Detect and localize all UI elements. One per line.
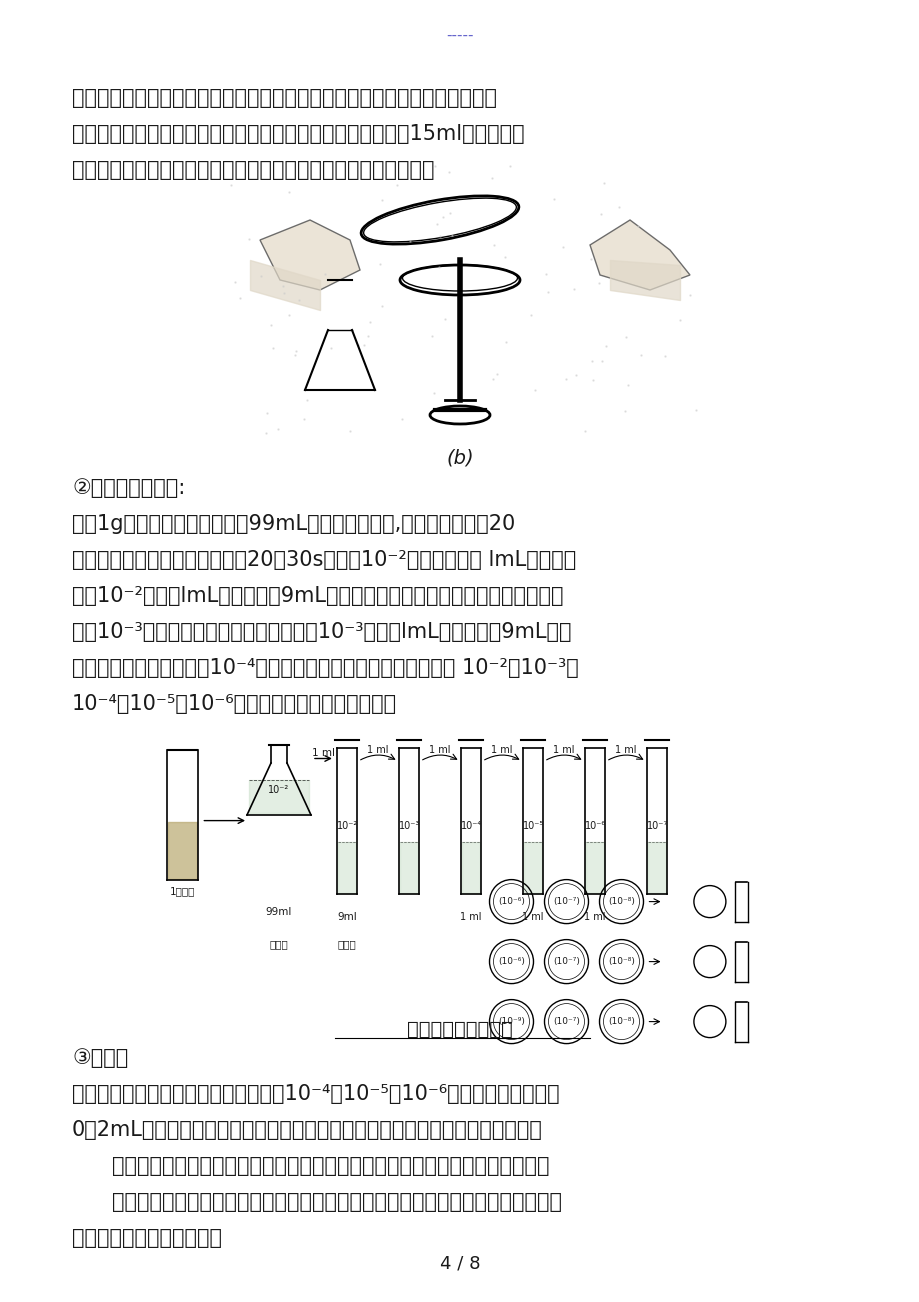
Text: （如下图），每个稀释度用一个灭菌涂布棒；更换稀释度时需将涂布棒灼烧灭菌。: （如下图），每个稀释度用一个灭菌涂布棒；更换稀释度时需将涂布棒灼烧灭菌。 [112,1193,562,1212]
Text: (10⁻⁷): (10⁻⁷) [552,897,579,906]
Text: 10⁻³: 10⁻³ [398,820,419,831]
Text: (10⁻⁸): (10⁻⁸) [607,1017,634,1026]
Text: (10⁻⁹): (10⁻⁹) [497,1017,525,1026]
Text: 99ml: 99ml [266,907,292,917]
Text: 10⁻⁶: 10⁻⁶ [584,820,606,831]
Text: 0．2mL对号接种在不同稀释程度编号的琼脂平板上（牛肉膏蛋白胨培养基每个编: 0．2mL对号接种在不同稀释程度编号的琼脂平板上（牛肉膏蛋白胨培养基每个编 [72,1120,542,1141]
Text: 1 ml: 1 ml [584,913,606,922]
Text: 1克土样: 1克土样 [170,885,196,896]
Text: 无菌水: 无菌水 [269,940,288,949]
Text: 10⁻²: 10⁻² [336,820,357,831]
Text: (10⁻⁸): (10⁻⁸) [607,897,634,906]
Text: 水的试管中，振荡，即成10⁻⁴稀释液；以此类推，连续稀释，制成 10⁻²、10⁻³、: 水的试管中，振荡，即成10⁻⁴稀释液；以此类推，连续稀释，制成 10⁻²、10⁻… [72,658,578,678]
Text: 无菌水: 无菌水 [337,940,357,949]
Text: 10⁻⁴: 10⁻⁴ [460,820,482,831]
Text: 1 ml: 1 ml [429,745,450,755]
Text: 轻摇动培养皿是培养基铺平培养皿底部，然后平置于桌面上冷凝。: 轻摇动培养皿是培养基铺平培养皿底部，然后平置于桌面上冷凝。 [72,160,434,180]
Text: 1 ml: 1 ml [491,745,513,755]
Text: ②制备土壤稀释液:: ②制备土壤稀释液: [72,478,185,497]
Text: 10⁻⁴、10⁻⁵、10⁻⁶等一系列稀释菌液（如下图）: 10⁻⁴、10⁻⁵、10⁻⁶等一系列稀释菌液（如下图） [72,694,397,713]
Text: (10⁻⁶): (10⁻⁶) [497,897,525,906]
Text: 10⁻⁷: 10⁻⁷ [646,820,667,831]
Text: 即成10⁻³稀释液；再换一支无菌吸头吸取10⁻³稀释液lmL，移入装有9mL无菌: 即成10⁻³稀释液；再换一支无菌吸头吸取10⁻³稀释液lmL，移入装有9mL无菌 [72,622,571,642]
Text: 将培养基平板编号，然后用移液枪吸取10⁻⁴、10⁻⁵、10⁻⁶等一系列稀释菌液各: 将培养基平板编号，然后用移液枪吸取10⁻⁴、10⁻⁵、10⁻⁶等一系列稀释菌液各 [72,1085,559,1104]
Text: ③涂布：: ③涂布： [72,1048,128,1068]
Text: (10⁻⁷): (10⁻⁷) [552,1017,579,1026]
Text: 9ml: 9ml [337,913,357,922]
Text: 10⁻⁵: 10⁻⁵ [522,820,543,831]
Polygon shape [589,220,689,290]
Polygon shape [260,220,359,290]
Text: (b): (b) [446,448,473,467]
Text: 号设三个重复，查氏、高氏各一个）。再用无菌涂布棒将菌液在平板上涂布均匀: 号设三个重复，查氏、高氏各一个）。再用无菌涂布棒将菌液在平板上涂布均匀 [112,1156,549,1176]
Text: 称取1g花园土，无菌操作倒入99mL无菌生理盐水中,在震荡器中振荡20: 称取1g花园土，无菌操作倒入99mL无菌生理盐水中,在震荡器中振荡20 [72,514,515,534]
Text: 1 ml: 1 ml [460,913,482,922]
Text: (10⁻⁸): (10⁻⁸) [607,957,634,966]
Text: (10⁻⁶): (10⁻⁶) [497,957,525,966]
Text: 1 ml: 1 ml [367,745,389,755]
Text: 手持培养皿并将皿盖在火焰旁打开一条缝，迅速倒入培养基约15ml，加盖后轻: 手持培养皿并将皿盖在火焰旁打开一条缝，迅速倒入培养基约15ml，加盖后轻 [72,124,524,145]
Text: 无氮培养基接种用点液法。: 无氮培养基接种用点液法。 [72,1228,221,1249]
Text: 右手持三角瓶至于火焰旁边，用左手将瓶塞轻轻拔出，保持瓶口对准火焰，左: 右手持三角瓶至于火焰旁边，用左手将瓶塞轻轻拔出，保持瓶口对准火焰，左 [72,89,496,108]
Text: (10⁻⁷): (10⁻⁷) [552,957,579,966]
Text: 稀释分离过程示意图: 稀释分离过程示意图 [407,1019,512,1039]
Text: 1 ml: 1 ml [553,745,574,755]
Text: 10⁻²: 10⁻² [268,785,289,796]
Text: 1 ml: 1 ml [522,913,543,922]
Text: 吸取10⁻²稀释液lmL，移入装有9mL无菌水的试管中，振荡，让菌液混合均匀，: 吸取10⁻²稀释液lmL，移入装有9mL无菌水的试管中，振荡，让菌液混合均匀， [72,586,563,605]
Text: 1 ml: 1 ml [312,749,335,759]
Text: 分钟，使微生物细胞分散，静置20～30s，即成10⁻²稀释液；再用 lmL移液器，: 分钟，使微生物细胞分散，静置20～30s，即成10⁻²稀释液；再用 lmL移液器… [72,549,575,570]
Text: -----: ----- [446,29,473,43]
Text: 4 / 8: 4 / 8 [439,1255,480,1273]
Text: 1 ml: 1 ml [615,745,636,755]
